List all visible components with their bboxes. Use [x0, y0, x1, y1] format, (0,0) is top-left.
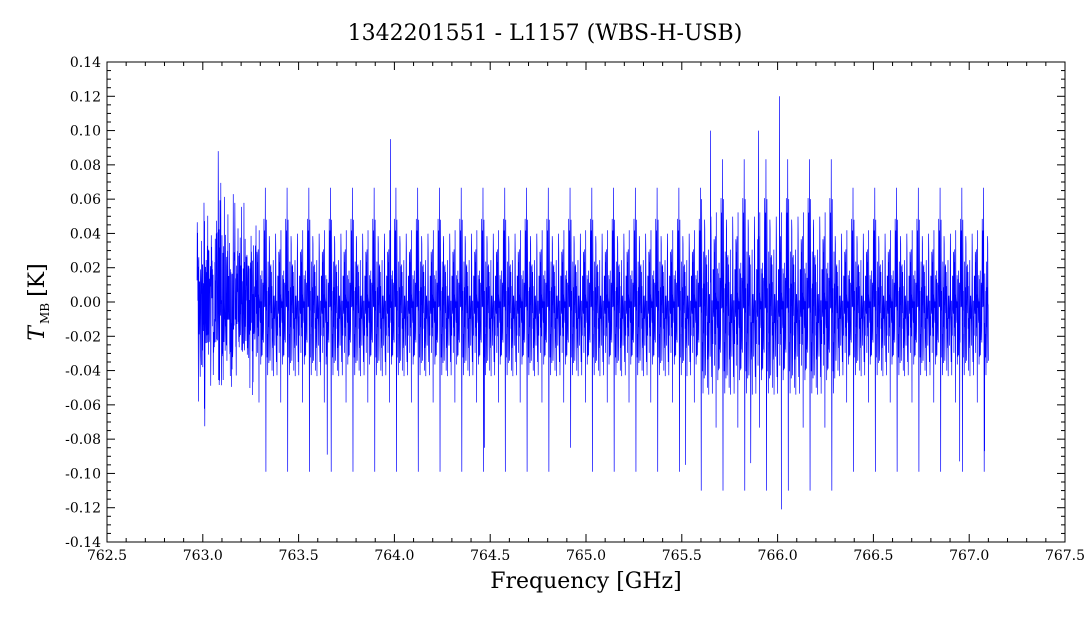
series-group: [196, 96, 989, 510]
y-axis-label: TMB [K]: [25, 263, 52, 340]
x-tick-label: 766.5: [853, 548, 893, 564]
x-tick-label: 763.0: [183, 548, 223, 564]
x-tick-label: 765.5: [662, 548, 702, 564]
y-axis-label-unit: [K]: [25, 263, 50, 297]
y-tick-label: 0.02: [70, 261, 101, 277]
x-tick-label: 767.5: [1045, 548, 1085, 564]
svg-text:TMB[K]: TMB [K]: [25, 263, 52, 340]
x-tick-label: 767.0: [949, 548, 989, 564]
series-line: [196, 96, 989, 510]
y-tick-label: -0.14: [65, 535, 101, 551]
y-tick-label: -0.12: [65, 501, 101, 517]
chart-title: 1342201551 - L1157 (WBS-H-USB): [348, 21, 743, 46]
y-tick-label: 0.10: [70, 124, 101, 140]
x-tick-label: 764.5: [470, 548, 510, 564]
x-axis-label: Frequency [GHz]: [490, 569, 682, 594]
y-tick-label: 0.00: [70, 295, 101, 311]
x-tick-label: 762.5: [87, 548, 127, 564]
y-tick-label: -0.08: [65, 432, 101, 448]
y-tick-label: 0.08: [70, 158, 101, 174]
y-tick-label: -0.04: [65, 364, 101, 380]
x-tick-label: 765.0: [566, 548, 606, 564]
y-axis-label-sub: MB: [38, 303, 52, 324]
y-tick-label: -0.02: [65, 329, 101, 345]
y-tick-label: 0.12: [70, 89, 101, 105]
x-tick-label: 764.0: [374, 548, 414, 564]
y-tick-label: -0.10: [65, 466, 101, 482]
x-tick-label: 766.0: [758, 548, 798, 564]
x-axis-ticks: 762.5 763.0 763.5 764.0 764.5 765.0 765.5 766.0…: [87, 62, 1085, 564]
x-tick-label: 763.5: [279, 548, 319, 564]
y-tick-label: 0.04: [70, 226, 101, 242]
y-axis-ticks: -0.14 -0.12 -0.10 -0.08 -0.06 -0.04 -0.02 0.00 0…: [65, 55, 1065, 551]
y-axis-label-main: T: [25, 324, 50, 341]
y-tick-label: -0.06: [65, 398, 101, 414]
y-tick-label: 0.14: [70, 55, 101, 71]
y-tick-label: 0.06: [70, 192, 101, 208]
